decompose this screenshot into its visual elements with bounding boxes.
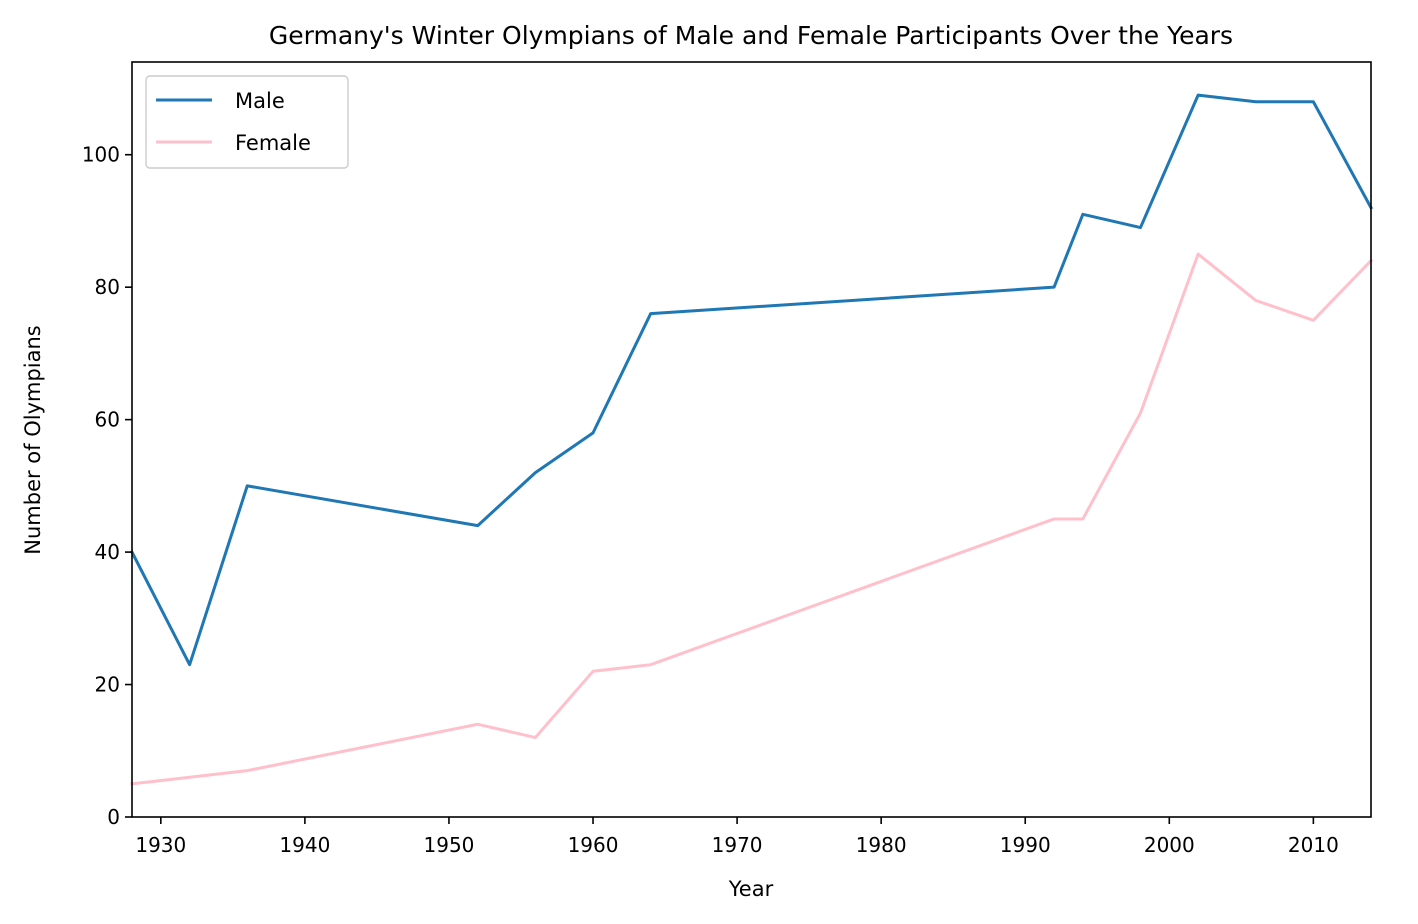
x-tick-label: 1990	[1000, 833, 1051, 857]
legend-label-male: Male	[235, 89, 285, 113]
series-lines	[129, 93, 1374, 786]
x-axis-ticks: 1930 1940 1950 1960 1970 1980 1990 2000 2010	[135, 817, 1339, 857]
x-tick-label: 2000	[1144, 833, 1195, 857]
legend: Male Female	[145, 75, 349, 169]
x-tick-label: 1960	[568, 833, 619, 857]
y-axis-label: Number of Olympians	[21, 325, 45, 554]
x-tick-label: 1980	[856, 833, 907, 857]
y-tick-label: 40	[95, 540, 120, 564]
legend-label-female: Female	[235, 131, 311, 155]
y-tick-label: 20	[95, 673, 120, 697]
y-tick-label: 80	[95, 275, 120, 299]
chart-title: Germany's Winter Olympians of Male and F…	[269, 21, 1233, 50]
x-tick-label: 1930	[135, 833, 186, 857]
y-tick-label: 0	[107, 805, 120, 829]
x-tick-label: 1940	[279, 833, 330, 857]
y-tick-label: 100	[82, 143, 120, 167]
series-line-male	[129, 93, 1374, 667]
y-tick-label: 60	[95, 408, 120, 432]
plot-area	[132, 62, 1371, 817]
series-line-female	[130, 252, 1374, 786]
x-axis-label: Year	[728, 877, 774, 901]
y-axis-ticks: 0 20 40 60 80 100	[82, 143, 132, 829]
x-tick-label: 1970	[712, 833, 763, 857]
x-tick-label: 1950	[424, 833, 475, 857]
x-tick-label: 2010	[1288, 833, 1339, 857]
plot-frame	[131, 61, 1372, 818]
